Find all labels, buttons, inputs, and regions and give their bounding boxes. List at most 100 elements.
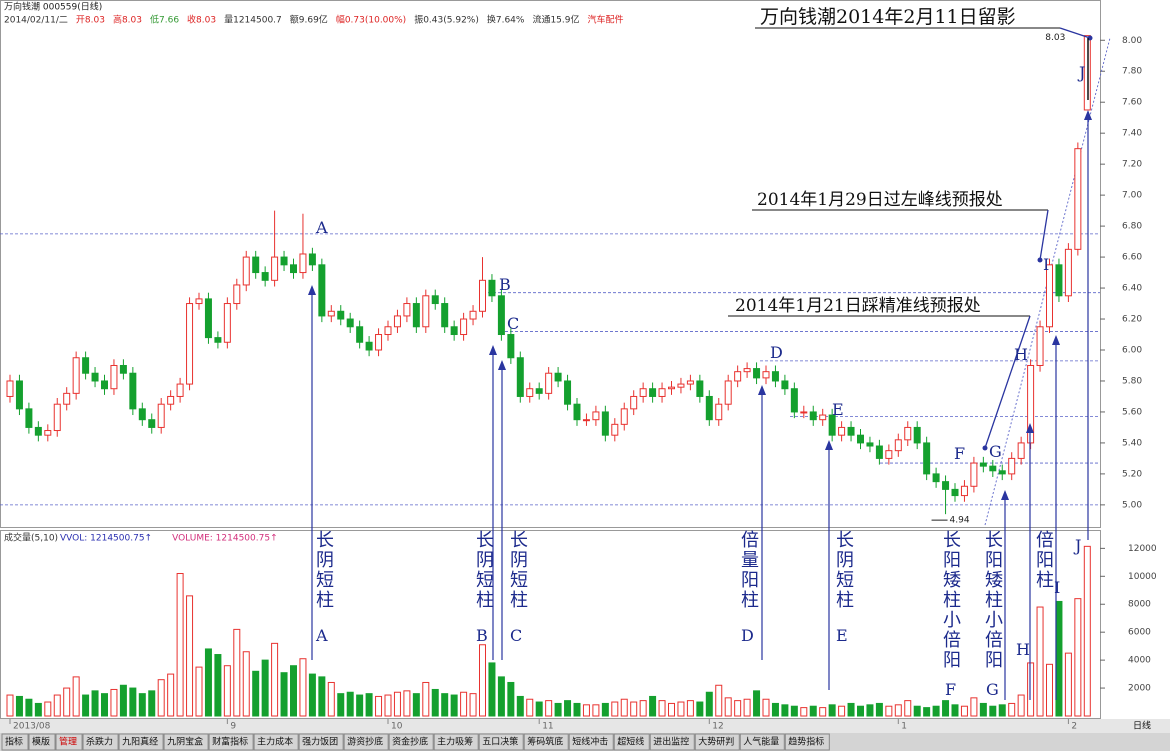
candle-body xyxy=(15,380,23,410)
candle-body xyxy=(932,473,940,483)
caption-letter: C xyxy=(510,626,523,645)
tab[interactable] xyxy=(82,733,119,751)
volume-bar xyxy=(1017,694,1025,717)
tab[interactable] xyxy=(568,733,614,751)
tab-label: 九阴宝盒 xyxy=(167,736,203,748)
candle-body xyxy=(214,337,222,343)
volume-bar xyxy=(857,705,864,717)
x-tick-label: 2013/08 xyxy=(13,722,51,732)
volume-bar xyxy=(847,702,855,717)
volume-bar xyxy=(327,681,335,717)
volume-bar xyxy=(828,704,836,717)
candle-body xyxy=(384,326,392,336)
volume-bar xyxy=(299,658,307,717)
point-letter: I xyxy=(1043,255,1050,274)
tab[interactable] xyxy=(163,733,209,751)
info-field: 开8.03 xyxy=(76,15,105,26)
tab[interactable] xyxy=(694,733,740,751)
volume-bar xyxy=(639,700,647,717)
volume-bar xyxy=(280,672,288,717)
volume-bar xyxy=(148,690,156,717)
volume-bar xyxy=(592,704,600,717)
arrow-head xyxy=(498,360,506,370)
volume-bar xyxy=(460,691,468,717)
candle-body xyxy=(53,403,61,432)
volume-bar xyxy=(516,695,524,717)
candle-body xyxy=(1017,442,1025,459)
candle-body xyxy=(441,303,449,328)
volume-bar xyxy=(979,702,987,717)
candle-body xyxy=(923,442,931,475)
candle-body xyxy=(82,357,90,374)
candle-body xyxy=(479,279,486,312)
caption: 倍量阳柱 xyxy=(738,530,759,610)
candle-body xyxy=(790,388,798,413)
candle-body xyxy=(894,439,902,452)
tab-label: 进出监控 xyxy=(653,736,689,748)
candle-body xyxy=(299,253,307,274)
tab[interactable] xyxy=(298,733,344,751)
tab[interactable] xyxy=(739,733,785,751)
tab[interactable] xyxy=(253,733,299,751)
candle-body xyxy=(488,279,496,297)
caption-letter: G xyxy=(986,680,999,699)
volume-bar xyxy=(308,673,316,717)
tab-label: 五口决策 xyxy=(482,736,518,748)
caption-letter: F xyxy=(945,680,957,699)
volume-bar xyxy=(214,654,222,717)
tab[interactable] xyxy=(1,733,29,751)
tab[interactable] xyxy=(55,733,83,751)
tab[interactable] xyxy=(388,733,434,751)
candle-body xyxy=(979,462,987,467)
info-field: 量1214500.7 xyxy=(224,15,282,26)
tab-label: 模版 xyxy=(32,736,50,748)
candle-body xyxy=(1055,264,1063,297)
tab-label: 游资抄底 xyxy=(347,736,383,748)
candle-body xyxy=(668,386,675,390)
tab[interactable] xyxy=(118,733,164,751)
tab[interactable] xyxy=(523,733,569,751)
candle-body xyxy=(573,403,581,421)
candle-body xyxy=(431,295,439,305)
volume-tick-label: 12000 xyxy=(1128,544,1157,554)
volume-bar xyxy=(573,702,581,717)
volume-bar xyxy=(554,702,562,717)
volume-bar xyxy=(91,690,99,717)
date-strip xyxy=(0,719,1170,733)
volume-bar xyxy=(157,679,165,717)
candle-body xyxy=(280,256,288,266)
note-pointer xyxy=(1059,27,1091,39)
volume-bar xyxy=(233,628,241,717)
y-tick-label: 6.20 xyxy=(1122,315,1142,325)
tab[interactable] xyxy=(478,733,524,751)
volume-bar xyxy=(535,701,543,717)
volume-bar xyxy=(290,665,297,717)
volume-bar xyxy=(1046,663,1053,717)
volume-bar xyxy=(129,687,137,717)
tab[interactable] xyxy=(613,733,650,751)
volume-bar xyxy=(1083,545,1091,717)
candle-body xyxy=(233,284,241,305)
tab[interactable] xyxy=(784,733,830,751)
tab-label: 管理 xyxy=(59,736,77,748)
stock-title: 万向钱潮 000559(日线) xyxy=(4,1,102,13)
candle-body xyxy=(658,388,666,397)
candle-body xyxy=(176,383,184,397)
volume-bar xyxy=(318,676,326,717)
volume-bar xyxy=(101,693,108,717)
volume-bar xyxy=(82,694,90,717)
candle-body xyxy=(582,419,590,422)
caption-letter: J xyxy=(1075,536,1082,555)
tab[interactable] xyxy=(208,733,254,751)
caption: 长阴短柱 xyxy=(473,530,494,610)
volume-bar xyxy=(365,693,373,717)
tab[interactable] xyxy=(343,733,389,751)
volume-bar xyxy=(923,707,931,717)
volume-bar xyxy=(63,687,71,717)
tab[interactable] xyxy=(649,733,695,751)
price-panel xyxy=(0,0,1101,528)
candle-body xyxy=(204,298,212,339)
tab[interactable] xyxy=(28,733,56,751)
y-tick-label: 5.20 xyxy=(1122,469,1142,479)
tab[interactable] xyxy=(433,733,479,751)
